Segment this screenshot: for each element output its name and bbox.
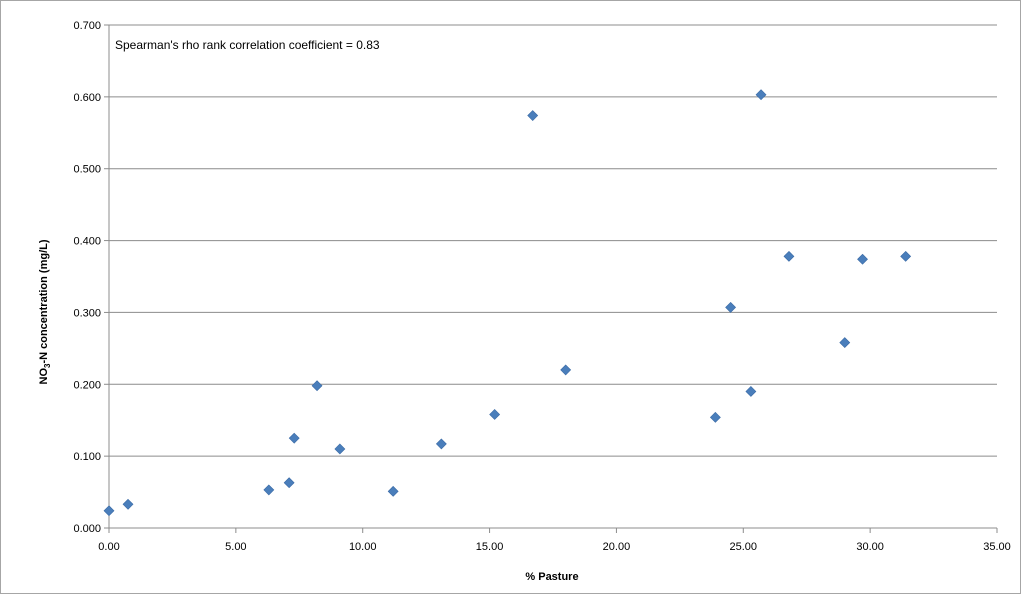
x-tick-label: 20.00 — [603, 541, 631, 553]
data-point — [725, 301, 737, 313]
y-tick-labels: 0.000 0.100 0.200 0.300 0.400 0.500 0.600 0.700 — [73, 20, 101, 535]
data-point — [387, 485, 399, 497]
x-tick-labels: 0.00 5.00 10.00 15.00 20.00 25.00 30.00 35.00 — [98, 541, 1010, 553]
data-point — [527, 110, 539, 121]
x-tick-label: 5.00 — [225, 541, 246, 553]
y-axis-title-main: NO — [38, 368, 50, 385]
data-point — [709, 411, 721, 423]
data-point — [435, 438, 447, 450]
x-tick-label: 10.00 — [349, 541, 377, 553]
data-point — [122, 498, 134, 510]
data-point — [283, 477, 295, 489]
data-point — [755, 89, 767, 101]
axes — [104, 24, 998, 533]
data-point — [334, 443, 346, 455]
data-point — [900, 250, 912, 262]
data-point — [839, 337, 851, 349]
x-tick-label: 25.00 — [730, 541, 758, 553]
correlation-annotation: Spearman's rho rank correlation coeffici… — [115, 38, 380, 52]
x-tick-label: 30.00 — [856, 541, 884, 553]
y-tick-label: 0.300 — [73, 307, 101, 319]
data-point — [783, 250, 795, 262]
y-tick-label: 0.700 — [73, 20, 101, 32]
data-point — [745, 386, 757, 397]
x-tick-label: 0.00 — [98, 541, 119, 553]
y-axis-title: NO3-N concentration (mg/L) — [38, 239, 52, 384]
data-point — [288, 432, 300, 444]
data-point — [489, 409, 501, 420]
x-tick-label: 15.00 — [476, 541, 504, 553]
y-tick-label: 0.500 — [73, 164, 101, 176]
y-tick-label: 0.100 — [73, 451, 101, 463]
data-points — [103, 89, 912, 517]
x-tick-label: 35.00 — [983, 541, 1011, 553]
data-point — [263, 484, 275, 496]
data-point — [560, 364, 572, 376]
x-axis-title: % Pasture — [525, 571, 578, 583]
data-point — [103, 505, 115, 517]
data-point — [311, 380, 323, 392]
y-tick-label: 0.600 — [73, 92, 101, 104]
gridlines — [109, 24, 997, 457]
y-tick-label: 0.200 — [73, 379, 101, 391]
y-axis-title-rest: -N concentration (mg/L) — [38, 239, 50, 363]
y-tick-label: 0.400 — [73, 236, 101, 248]
y-axis-title-subscript: 3 — [43, 363, 52, 368]
y-tick-label: 0.000 — [73, 523, 101, 535]
data-point — [857, 253, 868, 265]
